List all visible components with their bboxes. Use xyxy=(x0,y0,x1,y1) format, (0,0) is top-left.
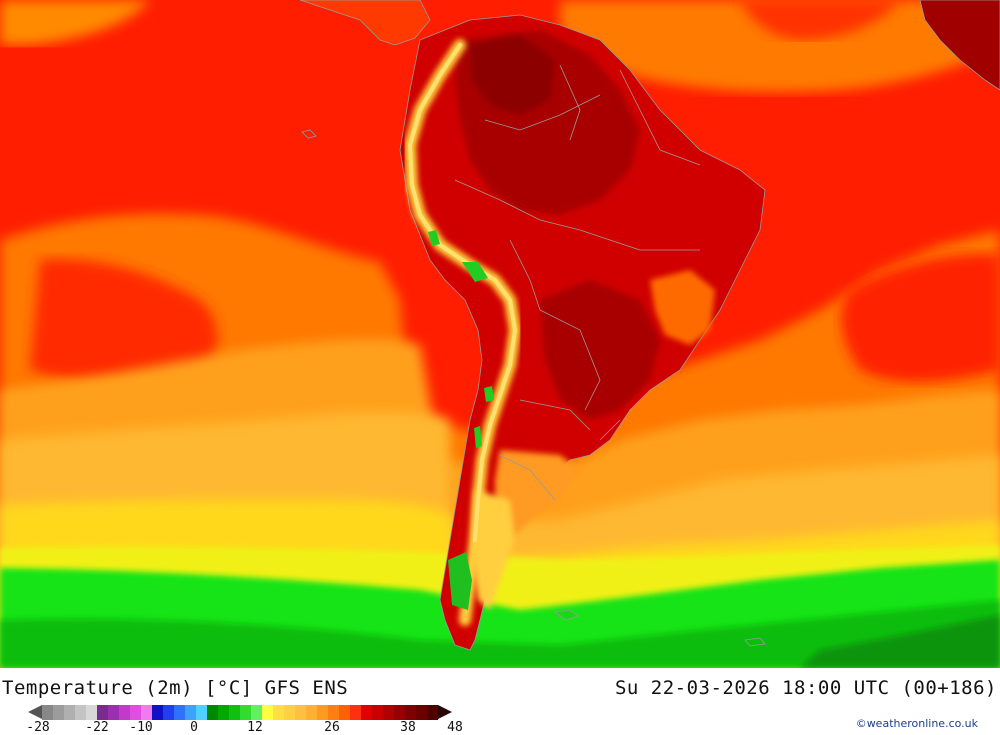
andes-light-ridge xyxy=(407,43,518,542)
land-extreme-north xyxy=(470,35,555,115)
color-swatch xyxy=(251,705,262,720)
color-swatch xyxy=(295,705,306,720)
scale-tick-label: 48 xyxy=(447,720,463,735)
andes-cold-patch-4 xyxy=(474,426,482,448)
color-swatch xyxy=(383,705,394,720)
color-swatch xyxy=(262,705,273,720)
color-swatch xyxy=(229,705,240,720)
color-swatch xyxy=(306,705,317,720)
color-swatch xyxy=(75,705,86,720)
country-borders xyxy=(454,64,701,501)
scale-tick-label: -10 xyxy=(129,720,153,735)
north-pacific-warm xyxy=(0,0,150,45)
land-very-hot-south xyxy=(540,280,660,420)
color-swatch xyxy=(339,705,350,720)
map-footer: Temperature (2m) [°C] GFS ENS Su 22-03-2… xyxy=(0,668,1000,735)
map-canvas xyxy=(0,0,1000,668)
scale-max-arrow-icon xyxy=(438,705,452,719)
valid-time: Su 22-03-2026 18:00 UTC (00+186) xyxy=(614,677,997,699)
credit-link[interactable]: ©weatheronline.co.uk xyxy=(855,717,978,730)
scale-tick-label: 12 xyxy=(247,720,263,735)
scale-tick-label: 26 xyxy=(324,720,340,735)
color-swatch xyxy=(328,705,339,720)
andes-cold-patch-2 xyxy=(462,262,488,282)
color-swatch xyxy=(196,705,207,720)
color-swatch xyxy=(185,705,196,720)
andes-cold-patagonia xyxy=(448,552,472,610)
color-swatch xyxy=(130,705,141,720)
color-swatch xyxy=(218,705,229,720)
temperature-map xyxy=(0,0,1000,668)
africa-corner-land xyxy=(919,0,1000,91)
scale-tick-label: -22 xyxy=(85,720,109,735)
ocean-darkest-green-band xyxy=(800,615,1000,668)
color-swatch xyxy=(361,705,372,720)
color-swatch xyxy=(317,705,328,720)
scale-min-arrow-icon xyxy=(28,705,42,719)
color-swatch xyxy=(42,705,53,720)
north-warm-band xyxy=(560,0,1000,92)
color-swatch xyxy=(416,705,427,720)
color-swatch xyxy=(119,705,130,720)
color-swatch xyxy=(372,705,383,720)
color-swatch xyxy=(163,705,174,720)
ocean-red-patch-east xyxy=(841,253,1000,382)
galapagos-islands xyxy=(301,129,317,139)
color-swatch xyxy=(284,705,295,720)
color-scale-swatches xyxy=(42,705,438,720)
color-swatch xyxy=(240,705,251,720)
color-swatch xyxy=(273,705,284,720)
color-swatch xyxy=(53,705,64,720)
color-swatch xyxy=(152,705,163,720)
color-swatch xyxy=(207,705,218,720)
color-swatch xyxy=(394,705,405,720)
color-swatch xyxy=(405,705,416,720)
land-patagonia-warm xyxy=(495,450,580,540)
color-swatch xyxy=(64,705,75,720)
color-swatch xyxy=(427,705,438,720)
ocean-red-patch-west xyxy=(30,259,218,385)
south-georgia xyxy=(744,637,766,647)
falkland-islands xyxy=(553,609,579,621)
scale-tick-label: -28 xyxy=(26,720,50,735)
color-swatch xyxy=(174,705,185,720)
north-atlantic-hot xyxy=(740,0,900,40)
andes-cold-patch-3 xyxy=(484,386,494,402)
color-swatch xyxy=(350,705,361,720)
land-patagonia-cool xyxy=(472,490,515,610)
andes-cold-patch-1 xyxy=(428,230,440,246)
color-scale-legend xyxy=(28,705,452,720)
color-swatch xyxy=(86,705,97,720)
color-swatch xyxy=(108,705,119,720)
scale-tick-label: 0 xyxy=(190,720,198,735)
map-title: Temperature (2m) [°C] GFS ENS xyxy=(2,677,349,699)
land-orange-patch-brazil xyxy=(650,270,715,345)
color-swatch xyxy=(97,705,108,720)
scale-tick-label: 38 xyxy=(400,720,416,735)
color-swatch xyxy=(141,705,152,720)
color-scale-ticks: -28 -22 -10 0 12 26 38 48 xyxy=(0,720,480,735)
central-america-land xyxy=(299,0,431,46)
ocean-deep-green-band xyxy=(0,600,1000,668)
